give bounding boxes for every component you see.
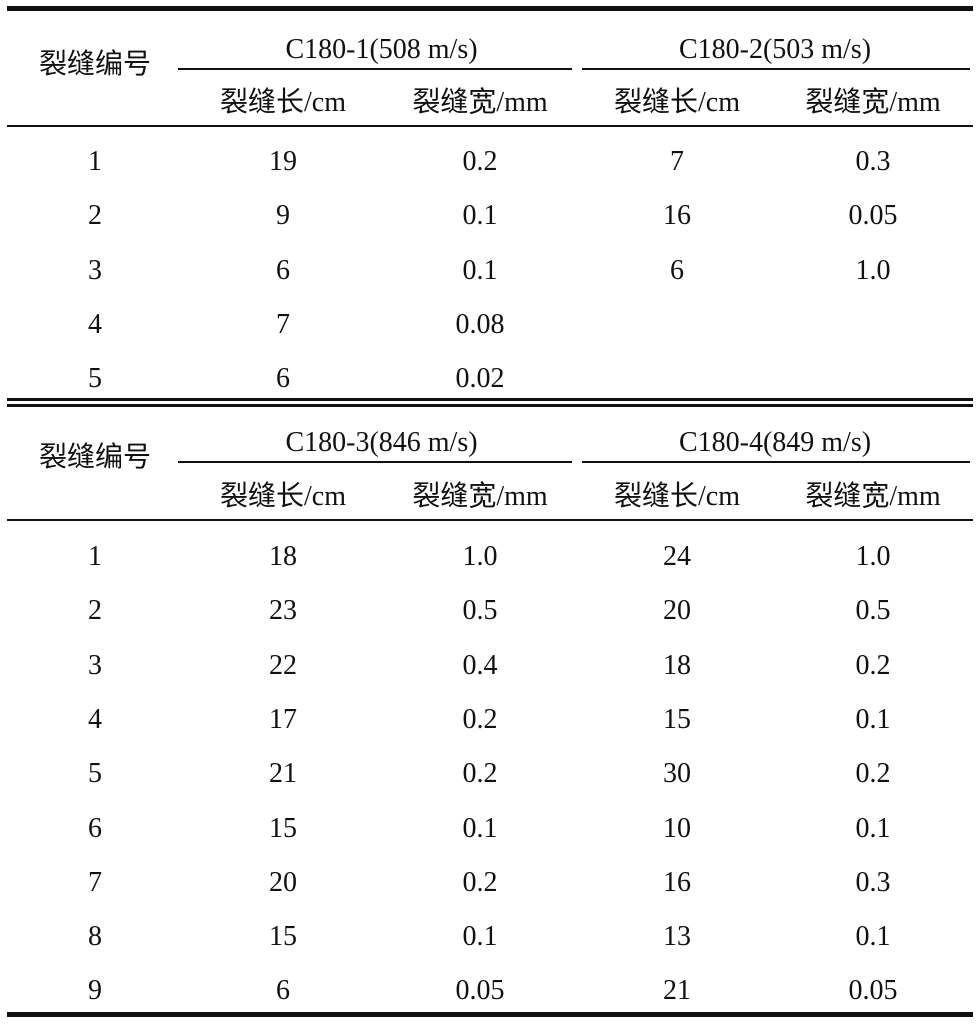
table-cell: 22 <box>269 649 297 681</box>
table-cell: 16 <box>663 866 691 898</box>
table-cell: 0.05 <box>848 975 898 1007</box>
table-cell: 6 <box>276 254 290 286</box>
table-cell: 0.2 <box>462 703 498 735</box>
column-header: 裂缝长/cm <box>220 87 346 118</box>
table-cell: 0.3 <box>855 866 891 898</box>
table-cell: 16 <box>663 200 691 232</box>
table-cell: 15 <box>269 812 297 844</box>
row-number-header: 裂缝编号 <box>38 442 152 473</box>
double-rule-upper <box>7 398 973 401</box>
group-underline <box>582 461 970 463</box>
group-title: C180-2(503 m/s) <box>678 34 872 65</box>
table-cell: 0.2 <box>462 758 498 790</box>
table-cell: 19 <box>269 146 297 177</box>
table-cell: 0.08 <box>455 308 505 340</box>
bottom-rule <box>7 1012 973 1017</box>
row-number: 1 <box>88 146 102 177</box>
table-cell: 13 <box>663 921 691 953</box>
table-cell: 18 <box>269 541 297 572</box>
table-cell: 0.02 <box>455 363 505 395</box>
row-number-header: 裂缝编号 <box>38 48 152 80</box>
table-cell: 0.1 <box>462 200 498 232</box>
group-title: C180-1(508 m/s) <box>285 34 478 65</box>
table-cell: 17 <box>269 703 297 735</box>
table-cell: 6 <box>276 363 290 395</box>
row-number: 3 <box>88 254 102 286</box>
table-cell: 24 <box>663 541 691 572</box>
group-title: C180-3(846 m/s) <box>285 427 478 458</box>
column-header: 裂缝宽/mm <box>412 87 548 118</box>
table-cell: 1.0 <box>855 541 891 572</box>
table-cell: 1.0 <box>855 254 891 286</box>
table-cell: 20 <box>663 595 691 627</box>
row-number: 9 <box>88 975 102 1007</box>
header-rule <box>7 519 973 521</box>
row-number: 4 <box>88 703 102 735</box>
table-cell: 0.2 <box>855 649 891 681</box>
row-number: 7 <box>88 866 102 898</box>
table-cell: 0.3 <box>855 146 891 177</box>
column-header: 裂缝长/cm <box>614 87 740 118</box>
table-cell: 6 <box>670 254 684 286</box>
table-cell: 15 <box>269 921 297 953</box>
table-cell: 21 <box>663 975 691 1007</box>
top-rule <box>7 6 973 11</box>
row-number: 5 <box>88 758 102 790</box>
table-cell: 0.1 <box>855 703 891 735</box>
group-underline <box>178 68 572 70</box>
column-header: 裂缝宽/mm <box>805 87 941 118</box>
table-cell: 0.1 <box>462 812 498 844</box>
table-cell: 0.2 <box>462 866 498 898</box>
column-header: 裂缝宽/mm <box>412 481 548 512</box>
double-rule-lower <box>7 404 973 407</box>
column-header: 裂缝宽/mm <box>805 481 941 512</box>
table-cell: 0.5 <box>855 595 891 627</box>
row-number: 2 <box>88 595 102 627</box>
row-number: 5 <box>88 363 102 395</box>
table-cell: 23 <box>269 595 297 627</box>
row-number: 8 <box>88 921 102 953</box>
row-number: 3 <box>88 649 102 681</box>
table-cell: 1.0 <box>462 541 498 572</box>
table-cell: 10 <box>663 812 691 844</box>
table-cell: 18 <box>663 649 691 681</box>
group-title: C180-4(849 m/s) <box>678 427 872 458</box>
table-cell: 0.1 <box>855 921 891 953</box>
table-cell: 6 <box>276 975 290 1007</box>
table-cell: 0.5 <box>462 595 498 627</box>
column-header: 裂缝长/cm <box>614 481 740 512</box>
table-cell: 0.1 <box>462 254 498 286</box>
table-cell: 0.1 <box>855 812 891 844</box>
row-number: 1 <box>88 541 102 572</box>
table-cell: 7 <box>670 146 684 177</box>
column-header: 裂缝长/cm <box>220 481 346 512</box>
table-cell: 7 <box>276 308 290 340</box>
header-rule <box>7 125 973 127</box>
table-cell: 30 <box>663 758 691 790</box>
table-cell: 15 <box>663 703 691 735</box>
table-cell: 0.05 <box>848 200 898 232</box>
table-cell: 20 <box>269 866 297 898</box>
table-cell: 0.1 <box>462 921 498 953</box>
table-cell: 0.05 <box>455 975 505 1007</box>
group-underline <box>178 461 572 463</box>
table-cell: 21 <box>269 758 297 790</box>
row-number: 6 <box>88 812 102 844</box>
row-number: 2 <box>88 200 102 232</box>
table-cell: 9 <box>276 200 290 232</box>
table-cell: 0.4 <box>462 649 498 681</box>
table-cell: 0.2 <box>855 758 891 790</box>
group-underline <box>582 68 970 70</box>
row-number: 4 <box>88 308 102 340</box>
table-cell: 0.2 <box>462 146 498 177</box>
